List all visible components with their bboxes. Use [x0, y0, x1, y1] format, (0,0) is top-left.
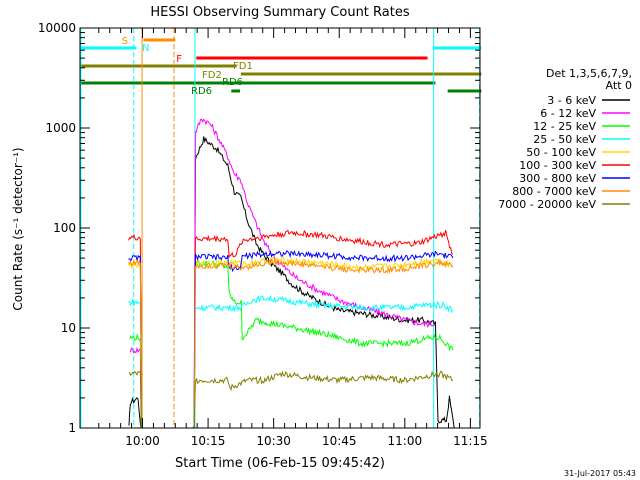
y-tick-label-3: 1000: [45, 121, 76, 135]
y-axis-label: Count Rate (s⁻¹ detector⁻¹): [11, 147, 25, 310]
legend-label-5: 100 - 300 keV: [519, 159, 596, 172]
state-annotation-4: FD2: [202, 70, 222, 81]
legend-label-1: 6 - 12 keV: [540, 107, 596, 120]
y-tick-label-0: 1: [68, 421, 76, 435]
x-tick-label-0: 10:00: [125, 434, 160, 448]
legend-label-8: 7000 - 20000 keV: [498, 198, 596, 211]
legend-label-2: 12 - 25 keV: [533, 120, 596, 133]
x-tick-label-2: 10:30: [256, 434, 291, 448]
legend-header-1: Att 0: [606, 79, 632, 92]
state-annotation-5: RD6: [222, 77, 243, 88]
x-tick-label-3: 10:45: [322, 434, 357, 448]
chart-axes: 1 10 100 1000 10000 10:00 10:15 10:30 10:45 11:00…: [38, 21, 488, 448]
state-annotation-3: FD1: [233, 61, 253, 72]
legend-label-4: 50 - 100 keV: [526, 146, 596, 159]
x-tick-label-1: 10:15: [191, 434, 226, 448]
legend-header-0: Det 1,3,5,6,7,9,: [546, 67, 632, 80]
legend-label-0: 3 - 6 keV: [547, 94, 596, 107]
state-annotation-6: RD6: [191, 86, 212, 97]
x-tick-label-4: 11:00: [388, 434, 423, 448]
legend-label-3: 25 - 50 keV: [533, 133, 596, 146]
legend-label-7: 800 - 7000 keV: [512, 185, 596, 198]
state-annotation-0: S: [122, 36, 128, 47]
plot-timestamp: 31-Jul-2017 05:43: [564, 469, 636, 478]
y-tick-label-1: 10: [61, 321, 76, 335]
legend-label-6: 300 - 800 keV: [519, 172, 596, 185]
y-tick-label-4: 10000: [38, 21, 76, 35]
chart-title: HESSI Observing Summary Count Rates: [150, 5, 409, 20]
x-tick-label-5: 11:15: [453, 434, 488, 448]
state-annotation-1: N: [142, 43, 149, 54]
y-tick-label-2: 100: [53, 221, 76, 235]
state-annotation-2: F: [176, 54, 182, 65]
x-axis-label: Start Time (06-Feb-15 09:45:42): [175, 456, 385, 471]
